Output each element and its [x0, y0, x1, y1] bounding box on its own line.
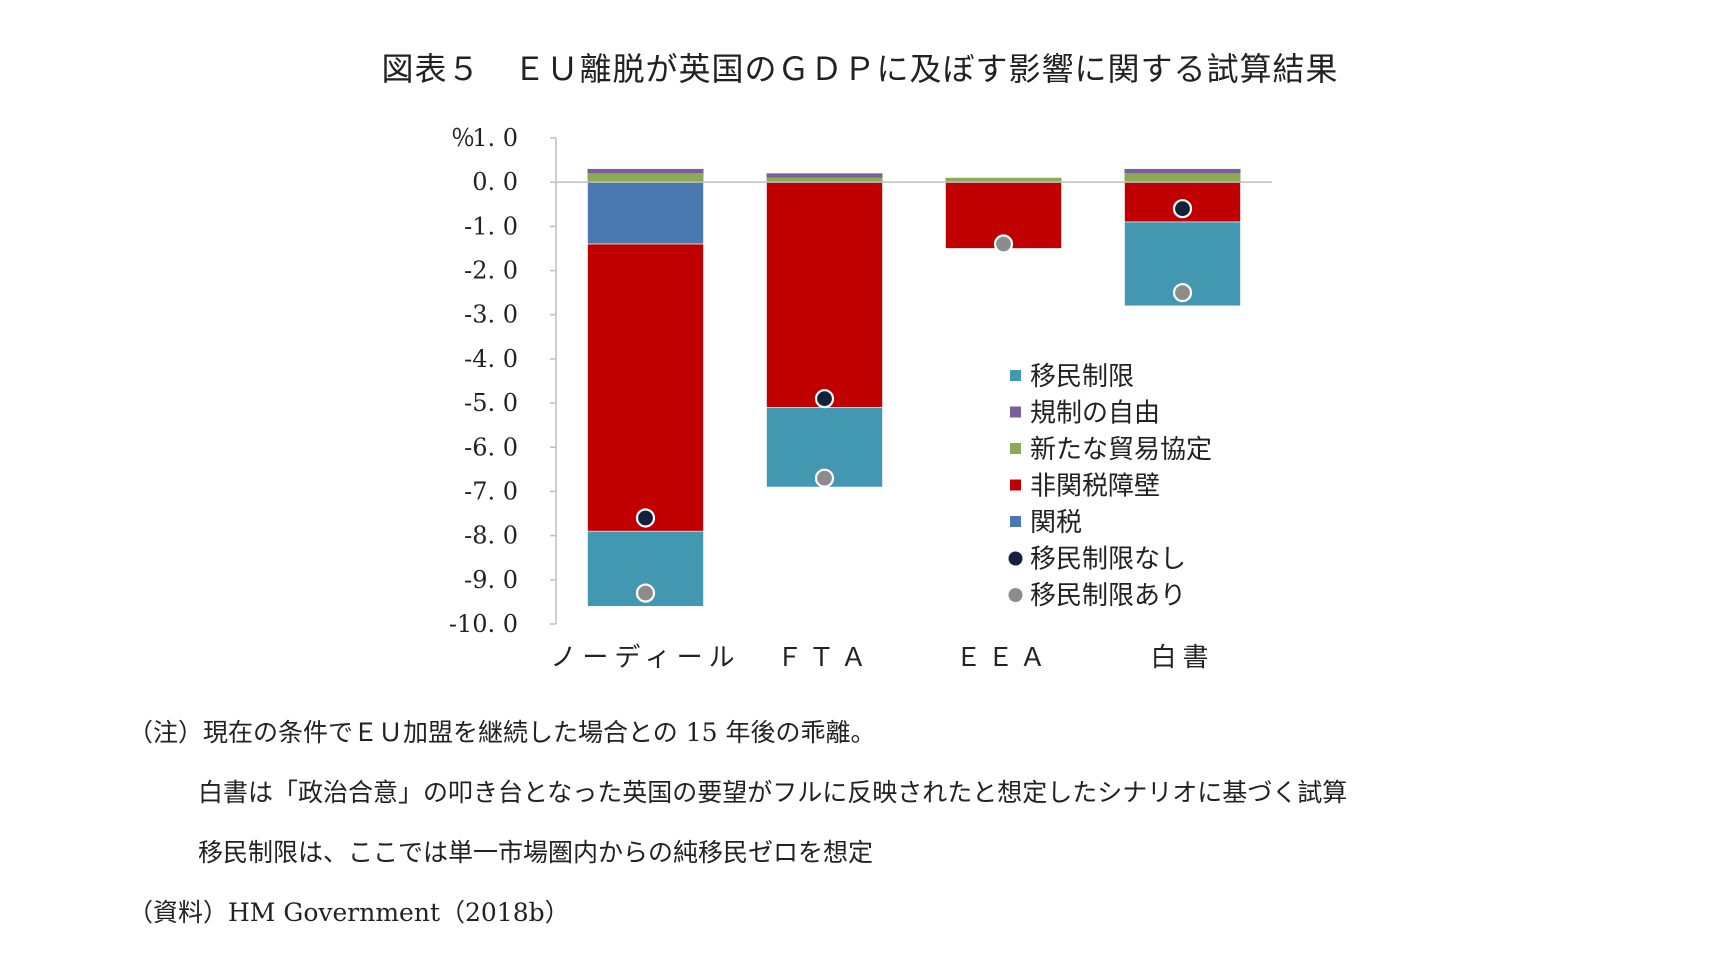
marker-移民制限なし: [814, 389, 835, 409]
y-tick-label: 0. 0: [472, 168, 518, 196]
bar-segment-関税: [587, 181, 704, 245]
chart-title: 図表５ ＥＵ離脱が英国のＧＤＰに及ぼす影響に関する試算結果: [381, 50, 1339, 88]
legend-label: 関税: [1030, 508, 1082, 538]
legend-marker: [1008, 551, 1023, 566]
y-tick-label: -4. 0: [464, 345, 518, 373]
y-unit-label: ％: [451, 124, 475, 152]
legend-label: 移民制限: [1030, 362, 1134, 392]
y-tick-label: -2. 0: [464, 257, 518, 285]
legend-swatch: [1010, 443, 1021, 454]
bar-segment-新たな貿易協定: [945, 177, 1062, 183]
x-category-label: ＦＴＡ: [776, 643, 872, 673]
marker-移民制限なし: [635, 508, 656, 528]
bar-segment-規制の自由: [587, 168, 704, 174]
legend-swatch: [1010, 406, 1021, 418]
bar-segment-規制の自由: [766, 173, 883, 178]
legend-label: 移民制限なし: [1030, 545, 1186, 575]
legend-label: 非関税障壁: [1030, 472, 1160, 502]
note-main: （注）現在の条件でＥＵ加盟を継続した場合との 15 年後の乖離。: [128, 718, 876, 747]
y-tick-label: -10. 0: [449, 610, 518, 638]
legend-label: 規制の自由: [1030, 399, 1160, 429]
marker-移民制限あり: [814, 468, 835, 488]
note-white-paper: 白書は「政治合意」の叩き台となった英国の要望がフルに反映されたと想定したシナリオ…: [198, 778, 1348, 807]
y-tick-label: -5. 0: [464, 389, 518, 417]
bar-segment-新たな貿易協定: [587, 173, 704, 183]
marker-移民制限あり: [635, 583, 656, 603]
note-source: （資料）HM Government（2018b）: [128, 898, 570, 927]
x-category-label: 白書: [1150, 643, 1214, 673]
y-tick-label: -1. 0: [464, 212, 518, 240]
y-tick-label: -6. 0: [464, 433, 518, 461]
legend-label: 新たな貿易協定: [1030, 435, 1212, 465]
bar-segment-新たな貿易協定: [1124, 173, 1241, 183]
y-tick-label: 1. 0: [472, 124, 518, 152]
note-immigration: 移民制限は、ここでは単一市場圏内からの純移民ゼロを想定: [198, 838, 874, 867]
stacked-bar-chart: 1. 0 0. 0 -1. 0 -2. 0 -3. 0 -4. 0 -5. 0 -6. 0 -7…: [449, 124, 1272, 673]
bar-segment-規制の自由: [1124, 168, 1241, 174]
x-category-label: ノーディール: [550, 643, 740, 673]
y-tick-label: -7. 0: [464, 477, 518, 505]
x-category-label: ＥＥＡ: [955, 643, 1051, 673]
legend-swatch: [1010, 479, 1021, 491]
legend-swatch: [1010, 516, 1021, 527]
legend-swatch: [1010, 370, 1021, 381]
marker-移民制限あり: [1172, 283, 1193, 303]
bar-segment-非関税障壁: [766, 181, 883, 408]
legend-label: 移民制限あり: [1030, 581, 1186, 611]
y-tick-label: -3. 0: [464, 301, 518, 329]
bar-segment-新たな貿易協定: [766, 177, 883, 183]
marker-移民制限あり: [993, 234, 1014, 254]
y-tick-label: -9. 0: [464, 566, 518, 594]
marker-移民制限なし: [1172, 199, 1193, 219]
bar-segment-非関税障壁: [587, 243, 704, 532]
legend-marker: [1008, 588, 1023, 602]
y-tick-label: -8. 0: [464, 522, 518, 550]
